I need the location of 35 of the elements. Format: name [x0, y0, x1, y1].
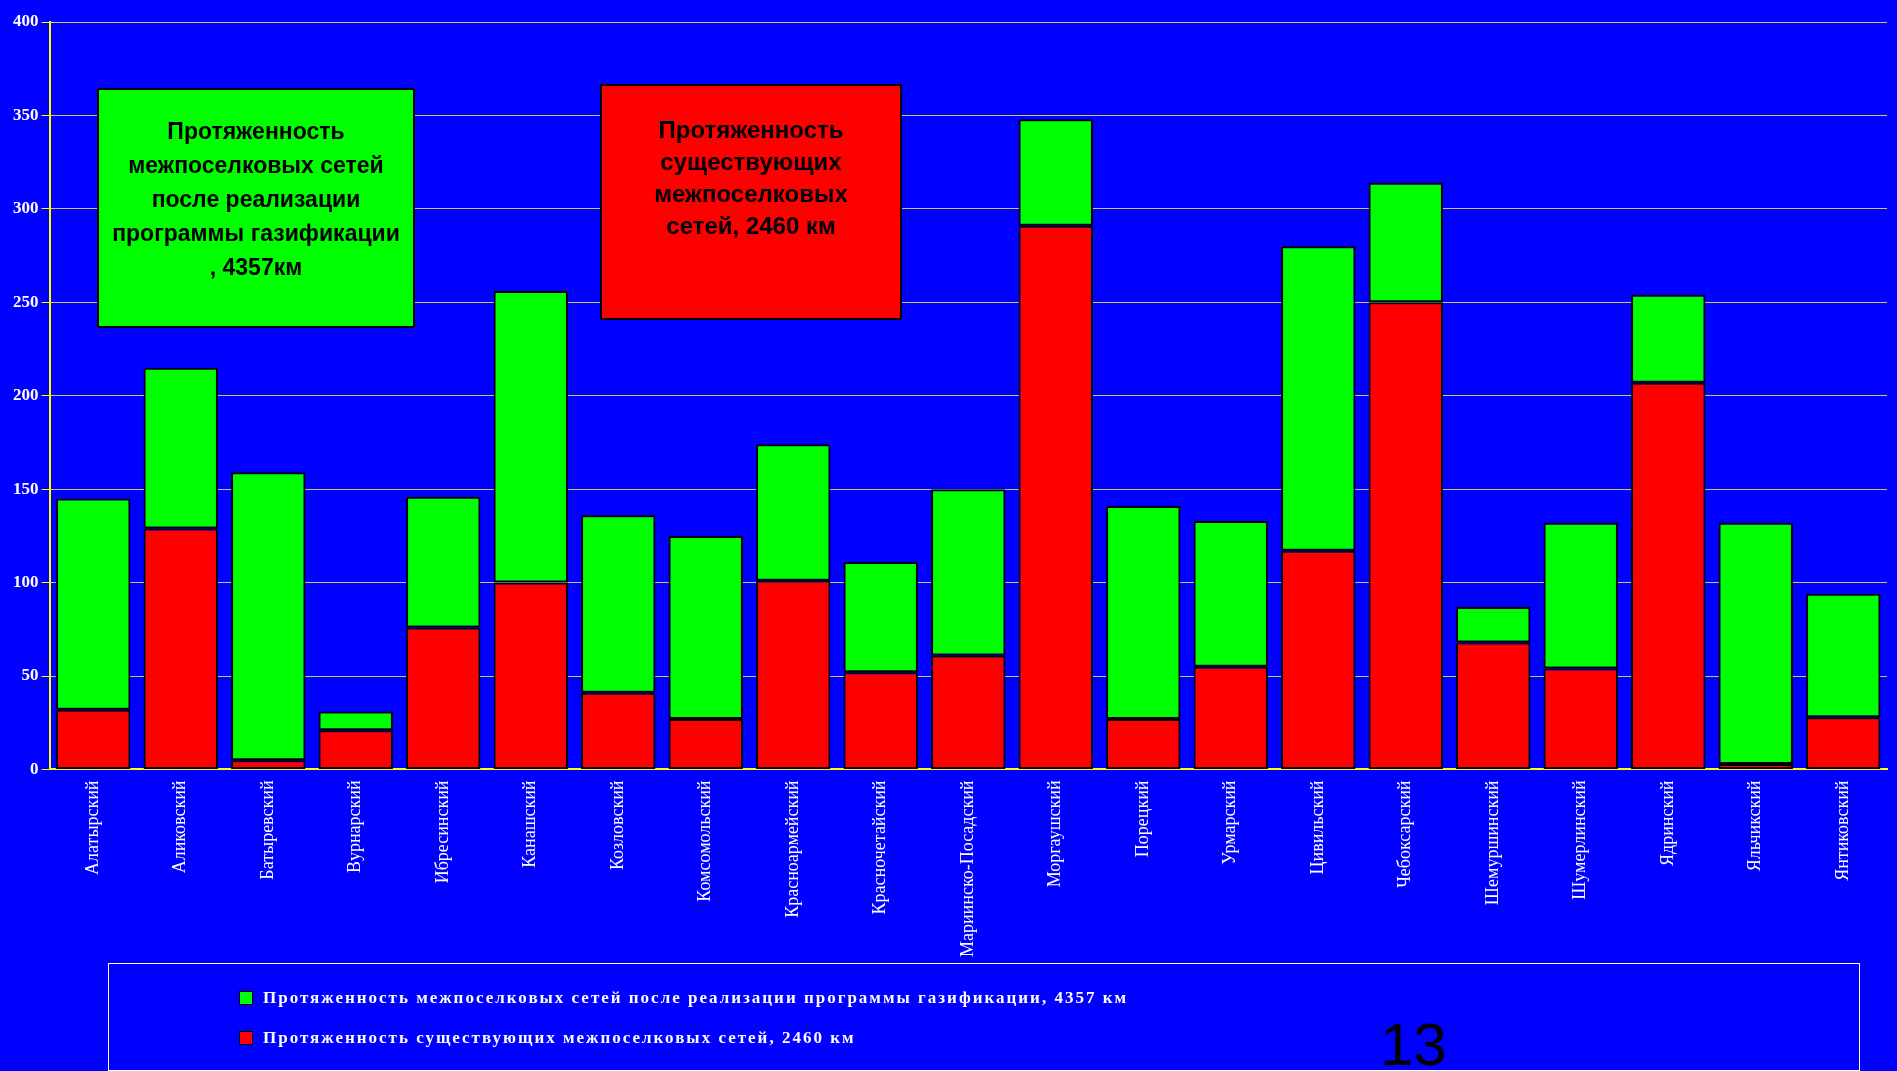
y-tick-label: 50: [21, 665, 39, 685]
y-tick-label: 100: [13, 572, 39, 592]
x-tick-label: Чебоксарский: [1394, 780, 1415, 888]
x-tick-label: Шемуршинский: [1481, 780, 1502, 906]
y-tick-label: 400: [13, 11, 39, 31]
legend-label: Протяженность существующих межпоселковых сетей, 2460 км: [263, 1028, 856, 1048]
x-tick-label: Яльчикский: [1744, 780, 1765, 872]
callout-box: Протяженность межпоселковых сетей после реализации программы газификации , 4357км: [97, 88, 415, 328]
x-tick-label: Ядринский: [1656, 780, 1677, 866]
x-tick-label: Аликовский: [169, 780, 190, 874]
callout-box: Протяженность существующих межпоселковых сетей, 2460 км: [600, 84, 902, 320]
x-tick-label: Ибресинский: [431, 780, 452, 884]
y-tick-label: 250: [13, 291, 39, 311]
x-tick-label: Батыревский: [256, 780, 277, 880]
x-tick-label: Красноармейский: [781, 780, 802, 918]
y-tick-label: 200: [13, 385, 39, 405]
y-tick-label: 0: [30, 758, 39, 778]
x-tick-label: Урмарский: [1219, 780, 1240, 865]
y-tick-label: 150: [13, 478, 39, 498]
x-tick-label: Канашский: [519, 780, 540, 868]
x-tick-label: Мариинско-Посадский: [956, 780, 977, 957]
x-tick-label: Вурнарский: [344, 780, 365, 873]
text: 13: [1380, 1010, 1447, 1071]
x-tick-label: Янтиковский: [1831, 780, 1852, 881]
x-tick-label: Козловский: [606, 780, 627, 871]
x-tick-label: Алатырский: [81, 780, 102, 875]
x-tick-label: Цивильский: [1306, 780, 1327, 875]
x-tick-label: Шумерлинский: [1569, 780, 1590, 900]
y-tick-label: 300: [13, 198, 39, 218]
x-tick-label: Красночетайский: [869, 780, 890, 915]
x-tick-label: Моргаушский: [1044, 780, 1065, 888]
y-tick-label: 350: [13, 104, 39, 124]
x-tick-label: Комсомольский: [694, 780, 715, 902]
x-tick-label: Порецкий: [1131, 780, 1152, 858]
legend-label: Протяженность межпоселковых сетей после реализации программы газификации, 4357 км: [263, 988, 1129, 1008]
